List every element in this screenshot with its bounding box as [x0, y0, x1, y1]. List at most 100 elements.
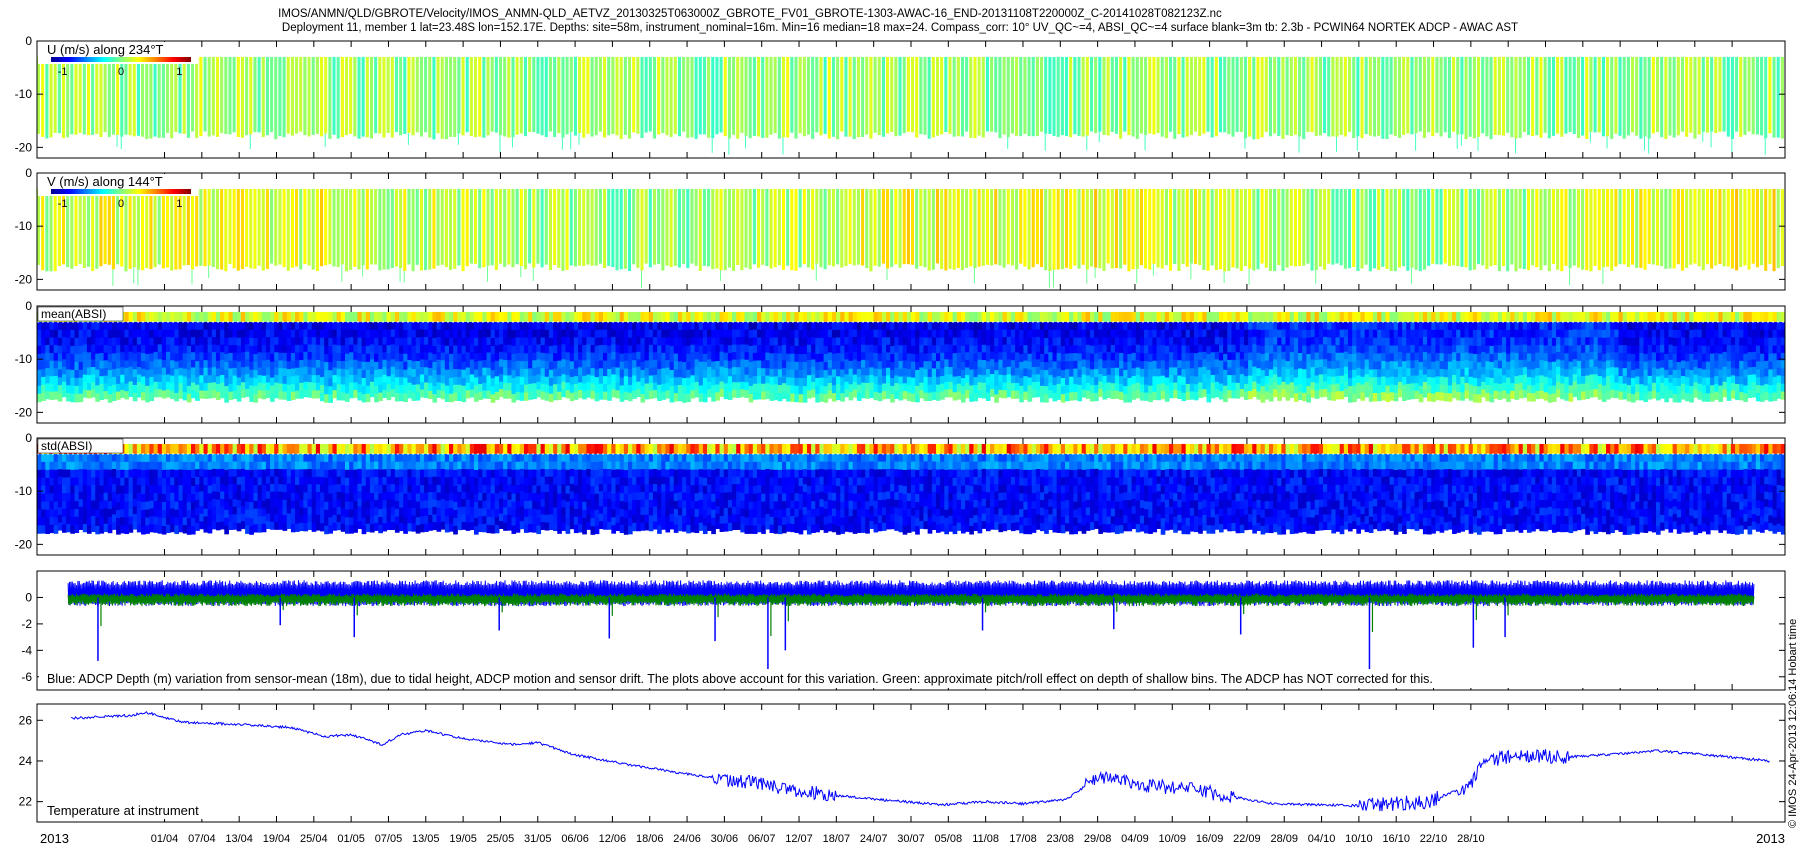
surface-bin [461, 311, 467, 322]
absi-bin [249, 393, 254, 402]
absi-bin [303, 359, 309, 368]
absi-bin [503, 382, 508, 392]
absi-bin [969, 337, 974, 347]
column-gap [335, 56, 337, 135]
absi-bin [702, 369, 708, 379]
absi-bin [261, 337, 267, 346]
absi-bin [99, 384, 105, 393]
absi-bin [157, 366, 163, 375]
absi-bin [66, 345, 71, 355]
column-gap [1713, 188, 1715, 269]
absi-bin [1160, 352, 1166, 361]
absi-bin [744, 367, 750, 376]
velocity-column [1714, 188, 1718, 266]
absi-bin [744, 329, 750, 338]
absi-bin [1027, 393, 1033, 402]
column-gap [1018, 56, 1020, 136]
absi-bin [494, 345, 500, 354]
velocity-column [1248, 56, 1252, 137]
column-gap [119, 188, 121, 265]
absi-bin [224, 362, 229, 371]
column-gap [789, 188, 791, 266]
column-gap [639, 188, 641, 268]
absi-bin [141, 392, 146, 401]
absi-bin [361, 353, 367, 363]
velocity-column [861, 56, 865, 138]
velocity-column [1081, 188, 1085, 265]
absi-bin [623, 368, 629, 377]
absi-bin [598, 383, 604, 392]
absi-bin [769, 337, 775, 346]
absi-bin [1081, 367, 1087, 376]
velocity-column [1152, 188, 1156, 264]
absi-bin [257, 359, 263, 369]
absi-bin [361, 321, 367, 331]
surface-bin [848, 311, 854, 322]
column-gap [872, 56, 874, 139]
absi-bin [95, 337, 100, 347]
absi-bin [37, 321, 42, 331]
absi-bin [1040, 321, 1045, 331]
column-gap [115, 188, 117, 270]
column-gap [223, 188, 225, 270]
velocity-column [565, 188, 569, 271]
absi-bin [1056, 368, 1062, 377]
absi-bin [548, 361, 554, 371]
absi-bin [1060, 329, 1066, 339]
absi-bin [186, 329, 192, 339]
column-gap [223, 56, 225, 134]
surface-bin [1019, 311, 1024, 322]
absi-bin [453, 329, 458, 339]
velocity-column [740, 56, 744, 133]
absi-bin [332, 390, 338, 399]
velocity-column [1231, 56, 1235, 137]
velocity-column [1564, 56, 1568, 134]
absi-bin [66, 361, 71, 370]
absi-bin [486, 375, 492, 384]
absi-bin [686, 329, 691, 339]
absi-bin [386, 384, 392, 393]
absi-bin [919, 344, 924, 353]
absi-bin [952, 329, 958, 339]
surface-bin [594, 311, 600, 322]
absi-bin [311, 382, 317, 391]
absi-bin [1064, 369, 1070, 378]
column-gap [743, 56, 745, 133]
absi-bin [944, 321, 949, 330]
absi-bin [61, 329, 67, 338]
absi-bin [1094, 377, 1099, 386]
absi-bin [166, 329, 171, 338]
column-gap [839, 188, 841, 265]
column-gap [477, 188, 479, 264]
column-gap [1609, 188, 1611, 267]
absi-bin [565, 352, 571, 361]
absi-bin [798, 346, 804, 355]
column-gap [1105, 188, 1107, 271]
absi-bin [1094, 329, 1099, 339]
column-gap [676, 56, 678, 134]
absi-bin [794, 385, 800, 395]
absi-bin [195, 321, 200, 331]
absi-bin [511, 362, 517, 371]
velocity-column [1726, 56, 1730, 137]
column-gap [531, 188, 533, 264]
velocity-column [386, 188, 390, 270]
surface-bin [927, 311, 933, 322]
absi-bin [994, 346, 999, 355]
absi-bin [786, 329, 791, 339]
absi-bin [1069, 329, 1074, 339]
column-gap [1426, 56, 1428, 138]
absi-bin [698, 321, 704, 331]
velocity-column [1739, 56, 1743, 137]
absi-bin [1152, 360, 1158, 370]
absi-bin [673, 353, 679, 362]
absi-bin [111, 361, 117, 370]
surface-bin [511, 311, 517, 322]
velocity-column [598, 56, 602, 132]
column-gap [843, 56, 845, 132]
absi-bin [78, 337, 84, 347]
velocity-column [1164, 188, 1168, 266]
absi-bin [1081, 344, 1087, 353]
absi-bin [1006, 374, 1012, 383]
absi-bin [66, 385, 71, 394]
